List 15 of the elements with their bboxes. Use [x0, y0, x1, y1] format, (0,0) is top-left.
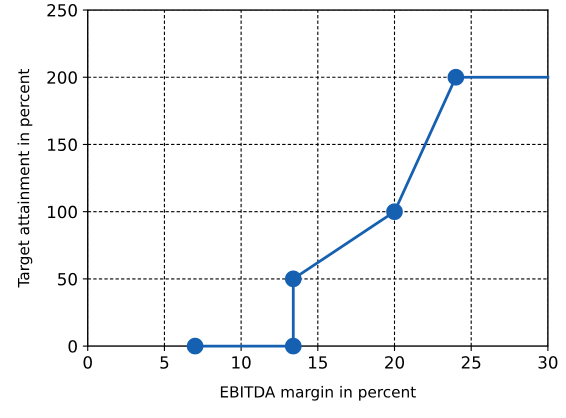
x-axis-title: EBITDA margin in percent: [220, 386, 416, 401]
x-tick-label: 5: [160, 356, 168, 369]
x-tick-label: 30: [538, 356, 558, 369]
x-tick-label: 25: [462, 356, 480, 369]
y-tick-label: 0: [68, 340, 77, 353]
x-tick-label: 0: [84, 356, 92, 369]
x-tick-label: 20: [385, 356, 404, 369]
y-tick-label: 200: [47, 71, 77, 84]
y-tick-label: 100: [48, 206, 77, 218]
y-tick-label: 150: [48, 138, 77, 152]
x-tick-label: 15: [309, 356, 327, 369]
y-tick-label: 50: [58, 272, 77, 286]
y-tick-label: 250: [47, 4, 77, 17]
y-axis-title: Target attainment in percent: [18, 69, 32, 288]
x-tick-label: 10: [232, 356, 251, 369]
